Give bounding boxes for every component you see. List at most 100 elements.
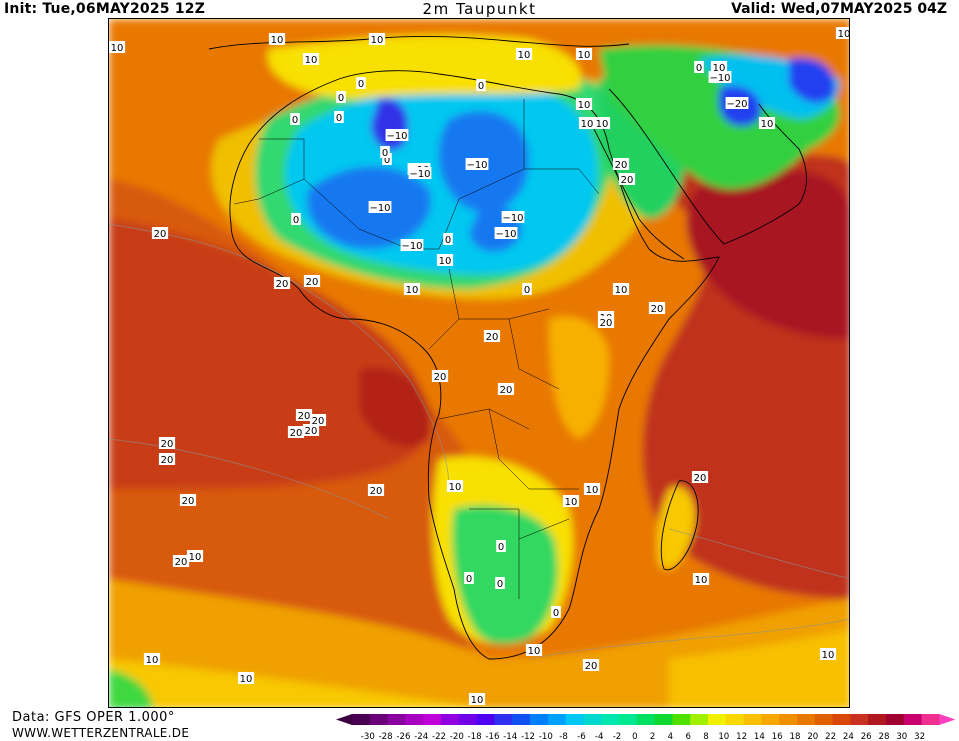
svg-text:10: 10 xyxy=(578,50,591,61)
colorbar-tick-label: 18 xyxy=(790,732,801,741)
southern-africa-green xyxy=(452,505,558,644)
colorbar-tick-label: -16 xyxy=(485,732,499,741)
colorbar-swatch xyxy=(583,714,602,725)
contour-label: 10 xyxy=(578,117,596,130)
svg-text:10: 10 xyxy=(838,29,850,40)
svg-text:−10: −10 xyxy=(466,160,487,171)
east-africa-yellow xyxy=(549,316,609,439)
africa-coastline xyxy=(229,70,720,660)
colorbar-swatch xyxy=(690,714,709,725)
colorbar-tick-label: -26 xyxy=(396,732,410,741)
contour-label: 0 xyxy=(496,540,506,553)
colorbar-tick-label: -4 xyxy=(595,732,604,741)
svg-text:20: 20 xyxy=(694,473,707,484)
north-yellow-mediterranean xyxy=(267,34,582,99)
svg-text:10: 10 xyxy=(565,497,578,508)
contour-label: −10 xyxy=(465,158,489,171)
colorbar-swatch xyxy=(387,714,406,725)
colorbar-tick-label: 28 xyxy=(879,732,890,741)
svg-text:10: 10 xyxy=(146,655,159,666)
colorbar-swatch xyxy=(405,714,424,725)
colorbar-tick-label: 22 xyxy=(825,732,836,741)
contour-label: 20 xyxy=(287,426,305,439)
colorbar-tick-label: 2 xyxy=(650,732,655,741)
colorbar-tick-label: 20 xyxy=(807,732,818,741)
svg-text:20: 20 xyxy=(312,416,325,427)
svg-text:10: 10 xyxy=(761,119,774,130)
colorbar-swatch xyxy=(903,714,922,725)
contour-label: −10 xyxy=(400,239,424,252)
colorbar-swatch xyxy=(565,714,584,725)
colorbar-tick-label: 0 xyxy=(632,732,637,741)
colorbar-legend: -30 -28 -26 -24 -22 -20 -18 -16 -14 -12 -10 -8 -6 -4-… xyxy=(336,714,956,741)
svg-text:0: 0 xyxy=(358,79,364,90)
contour-label: −20 xyxy=(725,97,749,110)
svg-text:−20: −20 xyxy=(726,99,747,110)
colorbar-swatch xyxy=(441,714,460,725)
contour-label: 10 xyxy=(583,483,601,496)
colorbar-under-arrow xyxy=(336,714,352,725)
country-borders xyxy=(233,99,600,599)
contour-label: 10 xyxy=(692,573,710,586)
contour-label: 10 xyxy=(186,550,204,563)
svg-text:20: 20 xyxy=(585,661,598,672)
contour-label: 20 xyxy=(612,158,630,171)
contour-label: 20 xyxy=(431,370,449,383)
svg-text:0: 0 xyxy=(553,608,559,619)
colorbar-swatch xyxy=(779,714,798,725)
svg-text:20: 20 xyxy=(290,428,303,439)
contour-label: 20 xyxy=(172,555,190,568)
contour-label: 20 xyxy=(483,330,501,343)
colorbar-tick-label: -28 xyxy=(379,732,393,741)
colorbar-swatch xyxy=(708,714,727,725)
contour-label: −10 xyxy=(708,71,732,84)
contour-label: 20 xyxy=(691,471,709,484)
svg-text:10: 10 xyxy=(615,285,628,296)
colorbar-tick-label: -14 xyxy=(503,732,517,741)
colorbar-over-arrow xyxy=(939,714,956,725)
colorbar-tick-label: 8 xyxy=(703,732,708,741)
svg-text:20: 20 xyxy=(154,229,167,240)
svg-text:0: 0 xyxy=(524,285,530,296)
contour-label: 0 xyxy=(290,113,300,126)
contour-label: 0 xyxy=(356,77,366,90)
colorbar-tick-label: 16 xyxy=(772,732,783,741)
contour-label: −10 xyxy=(368,201,392,214)
svg-text:10: 10 xyxy=(695,575,708,586)
svg-text:20: 20 xyxy=(276,279,289,290)
svg-text:0: 0 xyxy=(338,93,344,104)
colorbar-tick-label: -8 xyxy=(559,732,568,741)
colorbar-tick-label: 26 xyxy=(861,732,872,741)
svg-text:20: 20 xyxy=(621,175,634,186)
contour-lines xyxy=(109,223,849,660)
colorbar-tick-label: 4 xyxy=(668,732,673,741)
svg-text:10: 10 xyxy=(449,482,462,493)
contour-label: 20 xyxy=(303,275,321,288)
dewpoint-map: 10 10 10 10 10 10 10 10 0 0 0 0 0 0 0 −10 −10 −20 10 0 −10 −1… xyxy=(108,18,850,708)
colorbar-tick-label: 6 xyxy=(685,732,690,741)
colorbar-swatch xyxy=(512,714,531,725)
colorbar-tick-label: -18 xyxy=(468,732,482,741)
contour-label: 10 xyxy=(143,653,161,666)
svg-text:0: 0 xyxy=(696,63,702,74)
contour-label: 0 xyxy=(495,577,505,590)
colorbar-swatch xyxy=(494,714,513,725)
contour-label: 0 xyxy=(291,213,301,226)
colorbar-swatch xyxy=(352,714,371,725)
svg-text:10: 10 xyxy=(578,100,591,111)
contour-label: 10 xyxy=(835,27,850,40)
contour-label: 10 xyxy=(758,117,776,130)
colorbar-tick-label: 24 xyxy=(843,732,854,741)
colorbar-swatch xyxy=(832,714,851,725)
colorbar-swatch xyxy=(654,714,673,725)
contour-label: −10 xyxy=(385,129,409,142)
arabia-coastline xyxy=(608,88,807,245)
svg-text:−10: −10 xyxy=(709,73,730,84)
svg-text:10: 10 xyxy=(822,650,835,661)
svg-text:20: 20 xyxy=(651,304,664,315)
contour-label: 20 xyxy=(179,494,197,507)
map-title: 2m Taupunkt xyxy=(422,0,537,18)
svg-text:0: 0 xyxy=(498,542,504,553)
dewpoint-field xyxy=(109,19,849,707)
colorbar-tick-label: -10 xyxy=(539,732,553,741)
